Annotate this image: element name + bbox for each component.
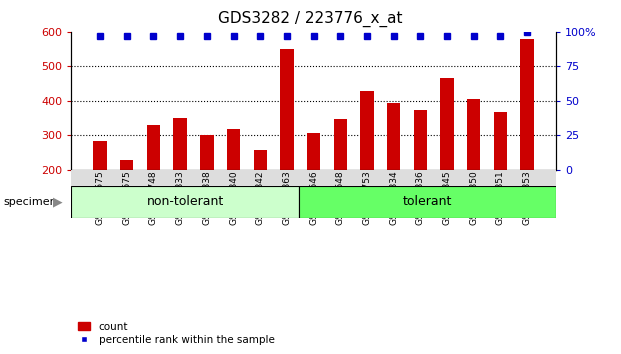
Text: GSM124646: GSM124646 [309, 171, 318, 225]
Text: tolerant: tolerant [403, 195, 452, 208]
Text: GSM124838: GSM124838 [202, 171, 211, 225]
Text: ▶: ▶ [53, 195, 63, 208]
Text: GSM124575: GSM124575 [96, 171, 104, 225]
Text: GDS3282 / 223776_x_at: GDS3282 / 223776_x_at [218, 11, 403, 27]
Bar [440, 79, 454, 170]
Bar [200, 135, 214, 170]
Text: GSM124850: GSM124850 [469, 171, 478, 225]
Bar [280, 49, 294, 170]
Bar [253, 150, 267, 170]
Bar [173, 118, 187, 170]
Bar [333, 119, 347, 170]
Text: GSM124648: GSM124648 [336, 171, 345, 225]
Text: GSM124834: GSM124834 [389, 171, 398, 225]
Text: GSM124863: GSM124863 [283, 171, 291, 225]
Text: GSM124840: GSM124840 [229, 171, 238, 225]
FancyBboxPatch shape [71, 186, 299, 218]
Bar [494, 112, 507, 170]
Legend: count, percentile rank within the sample: count, percentile rank within the sample [73, 317, 279, 349]
Text: GSM124851: GSM124851 [496, 171, 505, 225]
Text: GSM124853: GSM124853 [523, 171, 532, 225]
Text: non-tolerant: non-tolerant [147, 195, 224, 208]
Bar [520, 39, 534, 170]
Bar [414, 109, 427, 170]
Bar [147, 125, 160, 170]
Text: GSM124833: GSM124833 [176, 171, 184, 225]
Bar [360, 91, 374, 170]
Text: GSM124836: GSM124836 [416, 171, 425, 225]
Bar [307, 133, 320, 170]
Text: GSM124842: GSM124842 [256, 171, 265, 225]
Bar [467, 99, 481, 170]
Text: GSM124753: GSM124753 [363, 171, 371, 225]
Bar [387, 103, 401, 170]
FancyBboxPatch shape [299, 186, 556, 218]
Text: GSM124748: GSM124748 [149, 171, 158, 225]
Bar [93, 141, 107, 170]
Bar [227, 129, 240, 170]
Text: specimen: specimen [3, 197, 57, 207]
Text: GSM124845: GSM124845 [443, 171, 451, 225]
Bar [120, 160, 134, 170]
Text: GSM124675: GSM124675 [122, 171, 131, 225]
